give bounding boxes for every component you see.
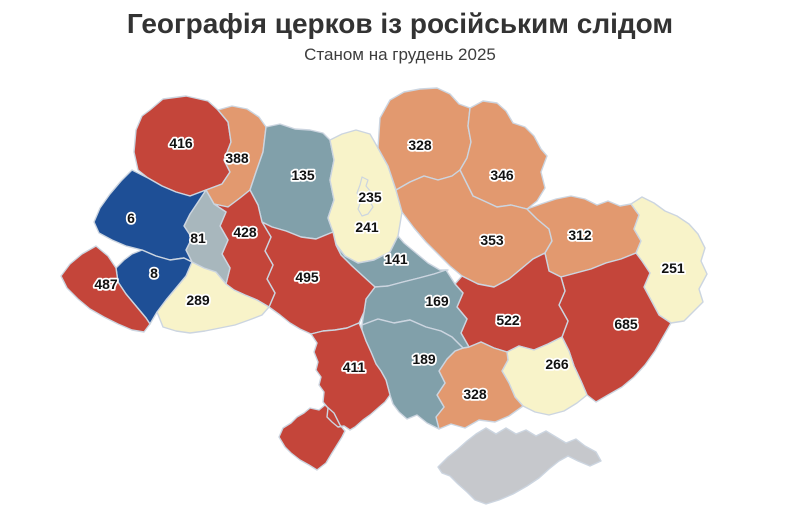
page-subtitle: Станом на грудень 2025 bbox=[304, 45, 496, 65]
map-region-zakarpattia[interactable] bbox=[60, 245, 151, 333]
region-label-kherson: 328 bbox=[463, 386, 487, 402]
region-label-poltava: 353 bbox=[480, 232, 504, 248]
region-label-volyn: 416 bbox=[169, 135, 193, 151]
region-label-ternopil: 81 bbox=[190, 230, 206, 246]
region-label-donetsk: 685 bbox=[614, 316, 638, 332]
map-region-sumy[interactable] bbox=[459, 100, 548, 210]
region-label-sumy: 346 bbox=[490, 167, 514, 183]
region-label-zhytomyr: 135 bbox=[291, 167, 315, 183]
region-label-dnipropetrovsk: 522 bbox=[496, 312, 520, 328]
map-region-crimea[interactable] bbox=[437, 427, 602, 505]
region-label-khmelnytskyi: 428 bbox=[233, 224, 257, 240]
region-label-kyiv-city: 235 bbox=[358, 189, 382, 205]
region-label-zaporizhzhia: 266 bbox=[545, 356, 569, 372]
map-region-odesa[interactable] bbox=[278, 322, 391, 471]
region-label-lviv: 6 bbox=[127, 210, 135, 226]
region-label-luhansk: 251 bbox=[661, 260, 685, 276]
region-label-cherkasy: 141 bbox=[384, 251, 408, 267]
region-label-kharkiv: 312 bbox=[568, 227, 592, 243]
page-title: Географія церков із російським слідом bbox=[126, 8, 674, 39]
region-label-chernivtsi: 289 bbox=[186, 292, 210, 308]
region-label-kyiv-oblast: 241 bbox=[355, 219, 379, 235]
region-label-vinnytsia: 495 bbox=[295, 269, 319, 285]
region-label-kirovohrad: 169 bbox=[425, 293, 449, 309]
region-label-rivne: 388 bbox=[225, 150, 249, 166]
region-label-ivano-frankivsk: 8 bbox=[150, 265, 158, 281]
region-label-mykolaiv: 189 bbox=[412, 351, 436, 367]
region-label-chernihiv: 328 bbox=[408, 137, 432, 153]
region-label-zakarpattia: 487 bbox=[94, 276, 118, 292]
map-region-ivano-frankivsk[interactable] bbox=[115, 249, 193, 325]
map-region-kyiv-city[interactable] bbox=[356, 176, 374, 217]
region-label-odesa: 411 bbox=[343, 359, 366, 375]
header: Географія церков із російським слідом Ст… bbox=[0, 8, 800, 65]
